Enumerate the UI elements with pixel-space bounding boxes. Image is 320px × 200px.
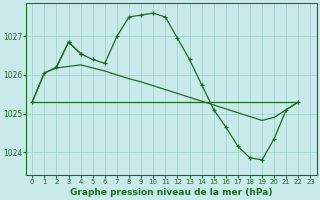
X-axis label: Graphe pression niveau de la mer (hPa): Graphe pression niveau de la mer (hPa) xyxy=(70,188,273,197)
